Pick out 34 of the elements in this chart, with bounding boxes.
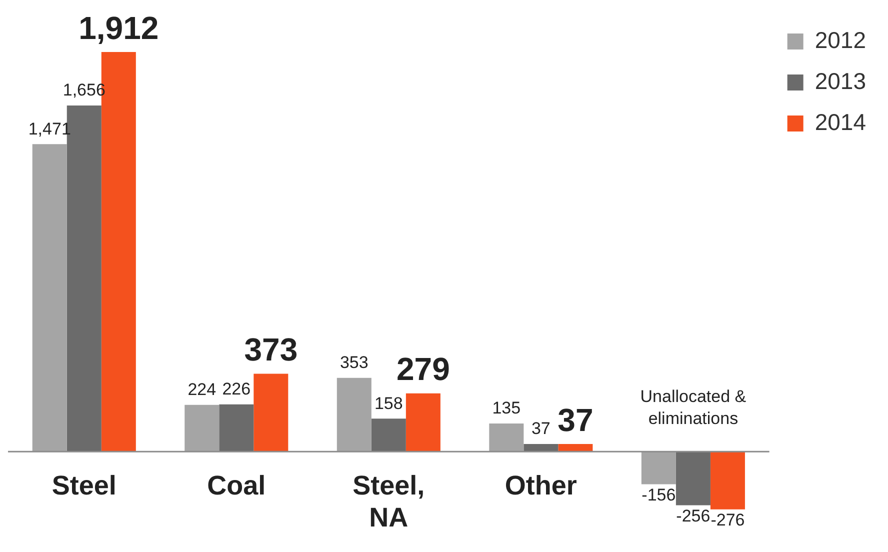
x-tick-label: Steel, NA — [352, 470, 425, 533]
bar — [676, 452, 710, 506]
data-label: -156 — [642, 485, 676, 504]
data-label: 37 — [558, 402, 594, 438]
data-label: 135 — [492, 398, 521, 418]
x-tick-label: Unallocated & eliminations — [640, 386, 747, 428]
bar — [32, 144, 67, 452]
data-label: -276 — [710, 510, 745, 530]
bar — [371, 418, 406, 452]
bar — [184, 404, 220, 452]
bar — [558, 444, 593, 452]
data-label: 353 — [340, 353, 368, 372]
bar — [254, 374, 288, 452]
bar — [710, 452, 745, 510]
data-label: 279 — [396, 351, 450, 388]
bar — [524, 444, 558, 452]
legend-label: 2014 — [814, 108, 866, 135]
data-label: 1,912 — [78, 10, 159, 46]
bar — [336, 378, 372, 452]
data-label: 226 — [222, 380, 251, 399]
x-tick-label: Steel — [52, 470, 116, 501]
bar — [489, 423, 524, 452]
x-tick-label: Coal — [207, 470, 266, 501]
data-label: 224 — [188, 380, 216, 400]
data-label: -256 — [676, 506, 710, 526]
legend-label: 2012 — [814, 26, 866, 53]
data-label: 158 — [374, 394, 403, 413]
legend-label: 2013 — [814, 68, 866, 94]
data-label: 373 — [244, 332, 298, 368]
bar — [219, 404, 254, 452]
data-label: 37 — [531, 419, 550, 438]
x-tick-label: Other — [504, 470, 578, 501]
bar — [641, 452, 676, 484]
bar — [406, 393, 440, 452]
